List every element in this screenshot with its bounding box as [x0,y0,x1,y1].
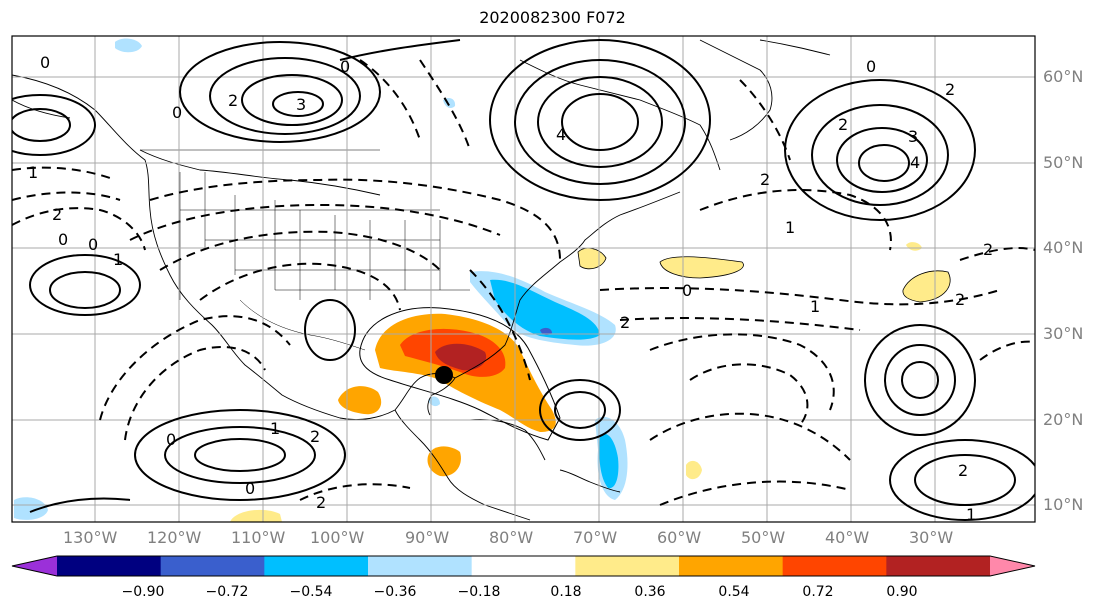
colorbar-extend-max [990,556,1035,576]
negative-anomaly-east-core [490,279,600,340]
colorbar-segment [471,556,576,576]
lon-label-100w: 100°W [310,528,365,547]
contour-label: 0 [88,235,98,254]
negative-anomaly-caribbean-core [599,433,619,489]
contour-label: 0 [58,230,68,249]
contour-label: 1 [966,505,976,524]
colorbar-segment [160,556,265,576]
map-title: 2020082300 F072 [479,8,626,27]
colorbar-tick-label: 0.18 [550,584,582,600]
colorbar-outline [11,555,1036,577]
colorbar-segment [886,556,991,576]
colorbar-tick-label: −0.72 [205,584,249,600]
graticule [12,36,1035,522]
positive-anomaly-small [686,460,702,480]
contour-label: 1 [113,250,123,269]
colorbar-segment [782,556,887,576]
positive-anomaly-outer [359,307,561,441]
colorbar-extend-min [12,556,57,576]
contour-label: 3 [908,127,918,146]
colorbar-tick-label: 0.54 [718,584,750,600]
colorbar-tick-label: −0.36 [373,584,417,600]
positive-anomaly-small2 [906,242,922,251]
colorbar-segment [679,556,784,576]
positive-anomaly-caribbean [427,446,461,477]
contour-label: 1 [785,218,795,237]
colorbar [11,555,1036,577]
lon-label-80w: 80°W [489,528,534,547]
contour-label: 0 [682,281,692,300]
contour-label: 2 [310,427,320,446]
colorbar-tick-label: 0.72 [802,584,834,600]
map-background [12,36,1035,522]
contour-label: 0 [340,57,350,76]
positive-anomaly-atl1 [659,256,744,279]
contour-label: 2 [228,91,238,110]
contour-label: 4 [556,125,566,144]
colorbar-tick-label: 0.36 [634,584,666,600]
contour-label: 0 [166,430,176,449]
contour-label: 0 [40,53,50,72]
contour-label: 2 [955,290,965,309]
contour-label: 2 [958,461,968,480]
negative-contours [12,59,1035,506]
lat-label-10n: 10°N [1043,495,1084,514]
lon-label-110w: 110°W [231,528,286,547]
colorbar-tick-label: −0.54 [289,584,333,600]
lon-label-60w: 60°W [657,528,702,547]
colorbar-segment [368,556,473,576]
lon-label-90w: 90°W [405,528,450,547]
contour-label: 2 [760,170,770,189]
contour-label: 2 [316,493,326,512]
contour-label: 0 [866,57,876,76]
positive-contours [12,39,1035,521]
positive-anomaly-mexico [338,386,382,415]
colorbar-tick-label: −0.90 [121,584,165,600]
lon-label-40w: 40°W [825,528,870,547]
lat-label-30n: 30°N [1043,324,1084,343]
colorbar-tick-label: 0.90 [886,584,918,600]
storm-center-marker [435,366,453,384]
colorbar-segment [57,556,162,576]
contour-label: 2 [52,205,62,224]
negative-anomaly-purple [540,327,552,335]
contour-label: 3 [296,95,306,114]
contour-label: 1 [28,163,38,182]
contour-label: 0 [172,103,182,122]
contour-label: 4 [910,153,920,172]
colorbar-segment [264,556,369,576]
lat-label-60n: 60°N [1043,67,1084,86]
lon-label-30w: 30°W [909,528,954,547]
negative-anomaly-nw [115,38,142,53]
coastlines [12,39,831,521]
contour-label: 1 [810,297,820,316]
positive-anomaly-south [230,509,282,522]
lon-label-70w: 70°W [573,528,618,547]
map-frame [11,35,1036,523]
contour-label: 2 [945,80,955,99]
contour-labels: 0 0 0 0 0 0 0 0 0 1 1 1 1 1 1 2 2 2 2 2 … [28,53,993,524]
contour-label: 2 [983,240,993,259]
lon-label-130w: 130°W [63,528,118,547]
contour-label: 0 [245,479,255,498]
colorbar-segment [575,556,680,576]
lat-label-40n: 40°N [1043,238,1084,257]
positive-anomaly-max [435,343,487,371]
lat-label-50n: 50°N [1043,153,1084,172]
lat-label-20n: 20°N [1043,410,1084,429]
negative-anomaly-sw [14,497,48,520]
contour-label: 1 [270,419,280,438]
colorbar-tick-label: −0.18 [457,584,501,600]
contour-label: 2 [838,115,848,134]
contour-label: 2 [620,313,630,332]
lon-label-120w: 120°W [147,528,202,547]
positive-anomaly-atl2 [902,270,951,303]
lon-label-50w: 50°W [741,528,786,547]
